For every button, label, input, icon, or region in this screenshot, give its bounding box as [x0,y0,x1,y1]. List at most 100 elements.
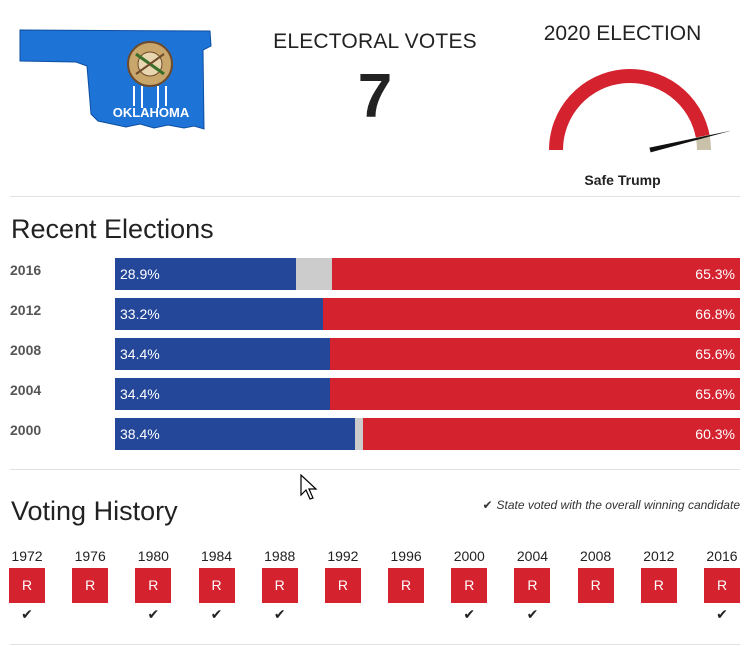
dem-share-bar: 28.9% [115,258,296,290]
rep-share-label: 65.3% [695,266,735,282]
dem-share-bar: 34.4% [115,378,330,410]
other-share-bar [295,258,332,290]
party-badge: R [9,568,45,603]
history-item: 2004 R ✔ [505,546,559,625]
state-seal-icon [127,41,173,108]
history-no-mark [316,603,370,625]
electoral-votes-title: ELECTORAL VOTES [273,30,477,53]
mouse-cursor-icon [300,474,318,500]
divider [10,469,740,470]
history-year: 1976 [74,548,106,564]
checkmark-icon: ✔ [273,606,286,622]
history-item: 2000 R ✔ [442,546,496,625]
party-badge: R [640,568,677,603]
election-year: 2000 [10,422,42,438]
result-bar: 28.9% 65.3% [115,258,740,290]
party-badge: R [72,568,109,603]
history-item: 1980 R ✔ [126,546,180,625]
dem-share-label: 34.4% [120,386,160,402]
gauge-tossup-arc [695,134,711,151]
rating-gauge [549,69,730,153]
other-share-bar [355,418,364,450]
history-item: 1984 R ✔ [190,546,244,625]
winner-legend: ✔ State voted with the overall winning ca… [482,498,740,512]
election-year: 2012 [10,302,42,318]
election-row: 2012 33.2% 66.8% [10,298,740,330]
rep-share-bar: 65.6% [330,378,740,410]
recent-elections-title: Recent Elections [11,214,214,244]
gauge-rep-arc [549,69,710,151]
checkmark-icon: ✔ [21,606,33,622]
dem-share-label: 38.4% [120,426,160,442]
election-row: 2016 28.9% 65.3% [10,258,740,290]
party-badge: R [261,568,298,603]
history-item: 1996 R [379,546,433,625]
rep-share-label: 65.6% [695,346,735,362]
rep-share-bar: 65.6% [330,338,740,370]
state-header: OKLAHOMA ELECTORAL VOTES 7 2020 ELECTION… [0,0,750,196]
history-no-mark [632,603,686,625]
legend-text: State voted with the overall winning can… [496,498,741,512]
history-year: 2000 [453,548,485,564]
history-item: 2008 R [569,546,623,625]
map-label: OKLAHOMA [113,105,190,120]
election-year: 2008 [10,342,42,358]
party-badge: R [324,568,361,603]
history-year: 1988 [264,548,296,564]
election-year: 2004 [10,382,42,398]
election-row: 2008 34.4% 65.6% [10,338,740,370]
party-badge: R [198,568,235,603]
history-year: 1972 [11,548,43,564]
election-row: 2004 34.4% 65.6% [10,378,740,410]
result-bar: 34.4% 65.6% [115,378,740,410]
oklahoma-state-map: OKLAHOMA [19,29,212,130]
dem-share-label: 33.2% [120,306,160,322]
history-year: 2004 [516,548,549,564]
rep-share-label: 65.6% [695,386,735,402]
divider [10,644,740,645]
history-item: 1972 R ✔ [0,546,54,625]
result-bar: 38.4% 60.3% [115,418,740,450]
party-badge: R [704,568,740,603]
history-no-mark [569,603,623,625]
history-year: 1984 [200,548,233,564]
checkmark-icon: ✔ [463,606,476,622]
history-item: 1976 R [63,546,117,625]
party-badge: R [451,568,488,603]
history-year: 2012 [643,548,675,564]
dem-share-bar: 33.2% [115,298,323,330]
dem-share-bar: 34.4% [115,338,330,370]
rep-share-bar: 65.3% [331,258,740,290]
election-title: 2020 ELECTION [543,22,702,45]
checkmark-icon: ✔ [147,606,160,622]
checkmark-icon: ✔ [716,606,728,622]
history-item: 2016 R ✔ [695,546,749,625]
checkmark-icon: ✔ [526,606,539,622]
dem-share-label: 28.9% [120,266,160,282]
rep-share-bar: 66.8% [322,298,740,330]
rating-label: Safe Trump [584,172,661,188]
result-bar: 34.4% 65.6% [115,338,740,370]
checkmark-icon: ✔ [210,606,223,622]
election-year: 2016 [10,262,42,278]
history-no-mark [63,603,117,625]
history-no-mark [379,603,433,625]
party-badge: R [388,568,425,603]
result-bar: 33.2% 66.8% [115,298,740,330]
voting-history-list: 1972 R ✔ 1976 R 1980 R ✔ 1984 R ✔ 1988 R ✔ 1992 R 1996 R 2… [0,546,750,626]
checkmark-icon: ✔ [482,498,493,512]
history-year: 1996 [390,548,422,564]
dem-share-label: 34.4% [120,346,160,362]
party-badge: R [577,568,614,603]
history-year: 1992 [327,548,359,564]
party-badge: R [514,568,551,603]
history-item: 1992 R [316,546,370,625]
voting-history-title: Voting History [11,496,178,526]
rep-share-label: 66.8% [695,306,735,322]
history-item: 2012 R [632,546,686,625]
electoral-votes-count: 7 [357,62,393,131]
history-year: 1980 [137,548,169,564]
dem-share-bar: 38.4% [115,418,355,450]
history-item: 1988 R ✔ [253,546,307,625]
gauge-needle [649,130,730,153]
